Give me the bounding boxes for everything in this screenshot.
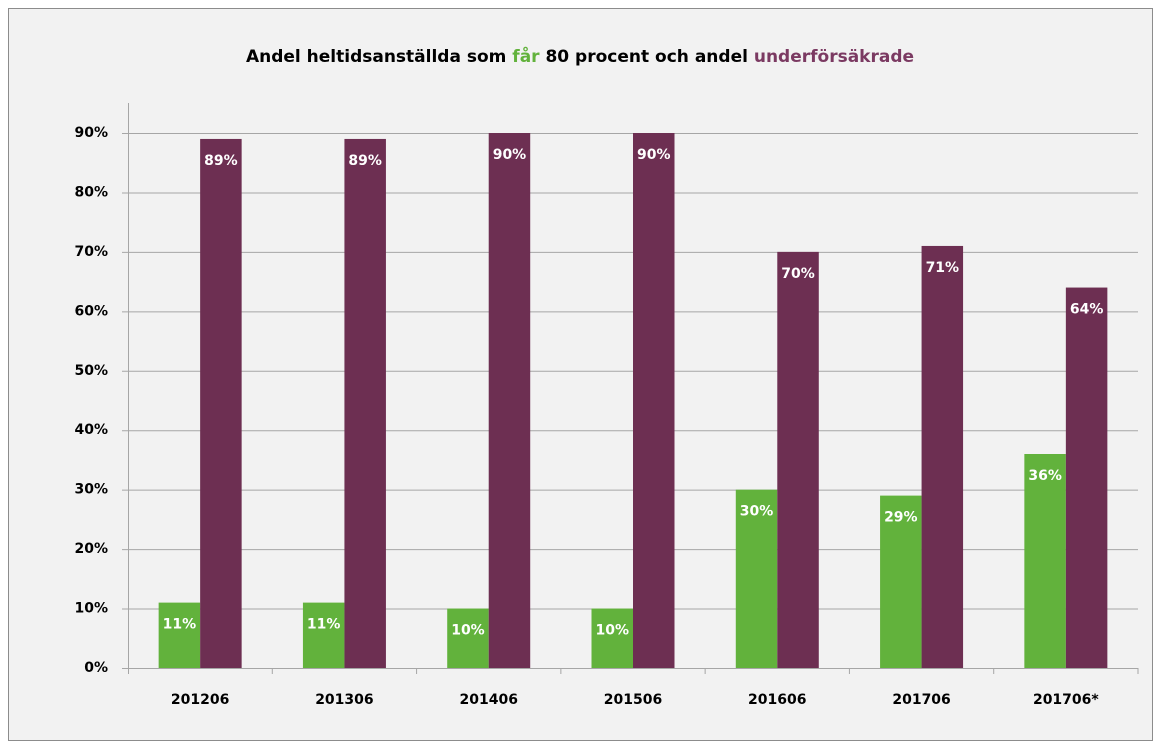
bar [633,133,675,668]
title-part: 80 procent och andel [540,47,754,67]
data-label: 29% [884,510,918,526]
bar [158,602,201,668]
bar [735,489,778,668]
bar [880,495,922,668]
bar [1024,454,1066,668]
data-label: 71% [926,260,960,276]
bar [1065,287,1108,668]
data-label: 10% [451,623,485,639]
bar [777,251,819,668]
bar [488,133,531,668]
x-tick-label: 201406 [459,692,517,708]
y-tick-label: 80% [74,184,108,200]
data-label: 70% [781,266,815,282]
data-label: 90% [493,147,527,163]
data-label: 11% [307,617,341,633]
y-tick-label: 0% [84,660,108,676]
y-tick-label: 30% [74,482,108,498]
data-label: 30% [740,504,774,520]
data-label: 36% [1028,468,1062,484]
bar [344,138,386,668]
title-part: underförsäkrade [754,47,914,67]
bar [302,602,345,668]
y-tick-label: 40% [74,422,108,438]
bar [591,608,633,668]
y-tick-label: 60% [74,303,108,319]
y-tick-label: 20% [74,541,108,557]
data-label: 90% [637,147,671,163]
y-tick-label: 10% [74,601,108,617]
y-tick-label: 90% [74,125,108,141]
bar [447,608,489,668]
chart-title: Andel heltidsanställda som får 80 procen… [246,45,914,67]
y-tick-label: 70% [74,244,108,260]
data-label: 11% [163,617,197,633]
x-tick-label: 201306 [315,692,373,708]
x-tick-label: 201706 [892,692,950,708]
y-tick-label: 50% [74,363,108,379]
data-label: 89% [348,153,382,169]
bar [200,138,242,668]
x-tick-label: 201206 [171,692,229,708]
x-tick-label: 201706* [1033,692,1099,708]
title-part: får [512,45,540,67]
title-part: Andel heltidsanställda som [246,47,512,67]
data-label: 89% [204,153,238,169]
bar [921,245,964,668]
x-tick-label: 201506 [604,692,662,708]
data-label: 10% [595,623,629,639]
x-tick-label: 201606 [748,692,806,708]
data-label: 64% [1070,302,1104,318]
